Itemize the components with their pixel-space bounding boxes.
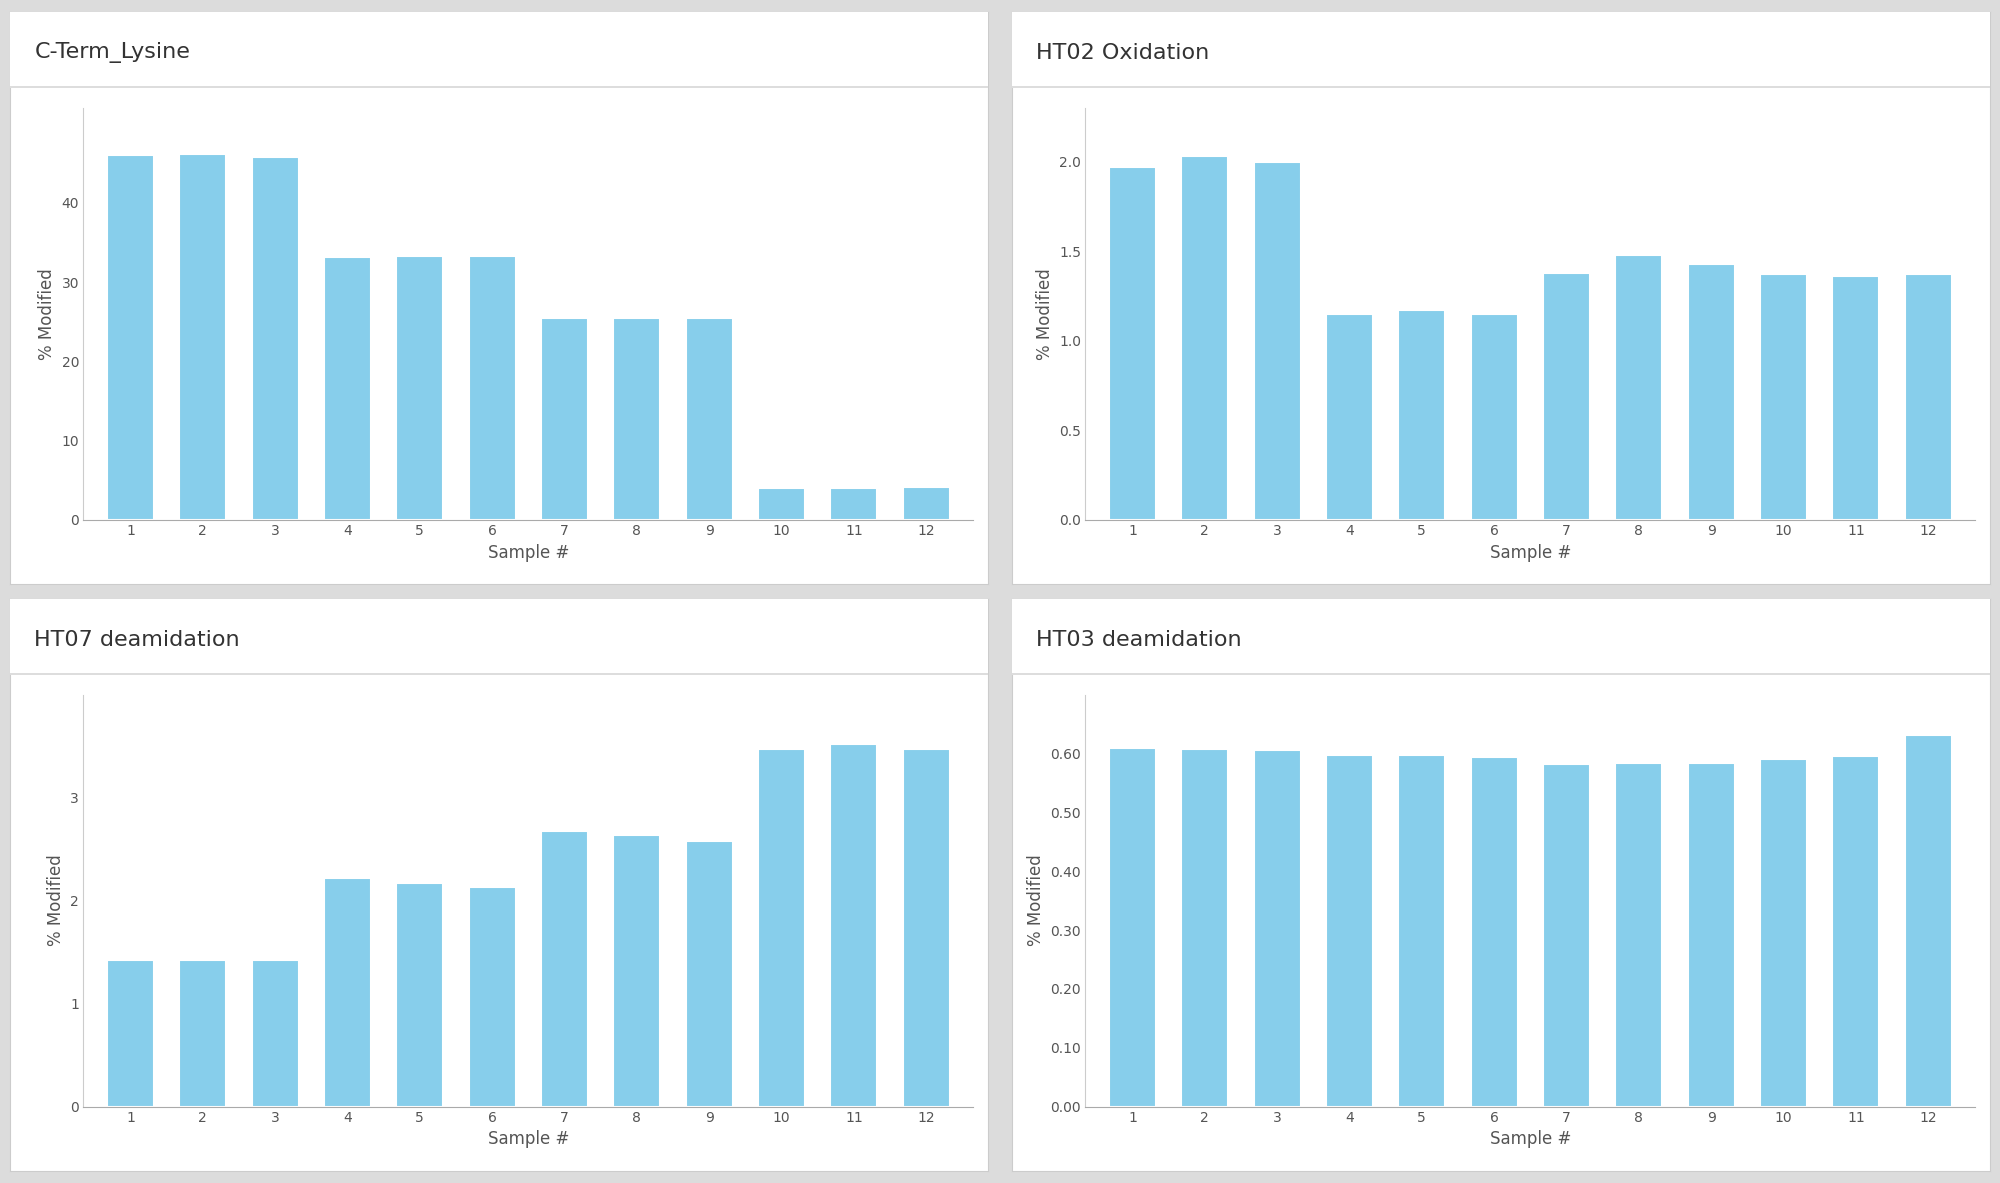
Bar xyxy=(1832,277,1880,519)
Bar xyxy=(324,257,370,519)
Bar xyxy=(1688,763,1734,1106)
Bar xyxy=(324,878,370,1106)
Text: HT03 deamidation: HT03 deamidation xyxy=(1036,629,1242,649)
Bar xyxy=(686,318,732,519)
Bar xyxy=(686,841,732,1106)
Bar xyxy=(252,157,298,519)
Bar xyxy=(1470,757,1518,1106)
Bar xyxy=(1182,749,1228,1106)
Bar xyxy=(830,744,878,1106)
X-axis label: Sample #: Sample # xyxy=(1490,544,1572,562)
Bar xyxy=(1326,755,1372,1106)
Bar xyxy=(1544,272,1590,519)
Text: HT02 Oxidation: HT02 Oxidation xyxy=(1036,43,1210,63)
Bar xyxy=(1108,748,1156,1106)
Bar xyxy=(1616,763,1662,1106)
Bar xyxy=(1254,750,1300,1106)
Bar xyxy=(542,830,588,1106)
Bar xyxy=(542,318,588,519)
Y-axis label: % Modified: % Modified xyxy=(1026,855,1044,946)
Bar xyxy=(180,154,226,519)
Bar xyxy=(1904,735,1952,1106)
Text: C-Term_Lysine: C-Term_Lysine xyxy=(34,43,190,63)
Bar xyxy=(614,318,660,519)
Bar xyxy=(396,256,444,519)
Bar xyxy=(1254,162,1300,519)
Bar xyxy=(614,835,660,1106)
Bar xyxy=(1688,264,1734,519)
X-axis label: Sample #: Sample # xyxy=(488,544,570,562)
Text: HT07 deamidation: HT07 deamidation xyxy=(34,629,240,649)
Bar xyxy=(902,487,950,519)
Bar xyxy=(1760,759,1808,1106)
X-axis label: Sample #: Sample # xyxy=(488,1131,570,1149)
Bar xyxy=(1470,313,1518,519)
Bar xyxy=(1832,756,1880,1106)
Bar xyxy=(758,749,806,1106)
Y-axis label: % Modified: % Modified xyxy=(46,855,64,946)
Bar xyxy=(396,884,444,1106)
X-axis label: Sample #: Sample # xyxy=(1490,1131,1572,1149)
Bar xyxy=(830,489,878,519)
Bar xyxy=(468,887,516,1106)
Bar xyxy=(1398,310,1446,519)
Bar xyxy=(1182,156,1228,519)
Bar xyxy=(758,489,806,519)
Bar xyxy=(1398,755,1446,1106)
Bar xyxy=(252,961,298,1106)
Bar xyxy=(106,155,154,519)
Bar xyxy=(1760,274,1808,519)
Bar xyxy=(1616,254,1662,519)
Bar xyxy=(1108,167,1156,519)
Y-axis label: % Modified: % Modified xyxy=(1036,269,1054,360)
Bar xyxy=(468,256,516,519)
Bar xyxy=(1904,274,1952,519)
Bar xyxy=(902,749,950,1106)
Bar xyxy=(180,961,226,1106)
Bar xyxy=(1326,313,1372,519)
Bar xyxy=(1544,764,1590,1106)
Y-axis label: % Modified: % Modified xyxy=(38,269,56,360)
Bar xyxy=(106,961,154,1106)
